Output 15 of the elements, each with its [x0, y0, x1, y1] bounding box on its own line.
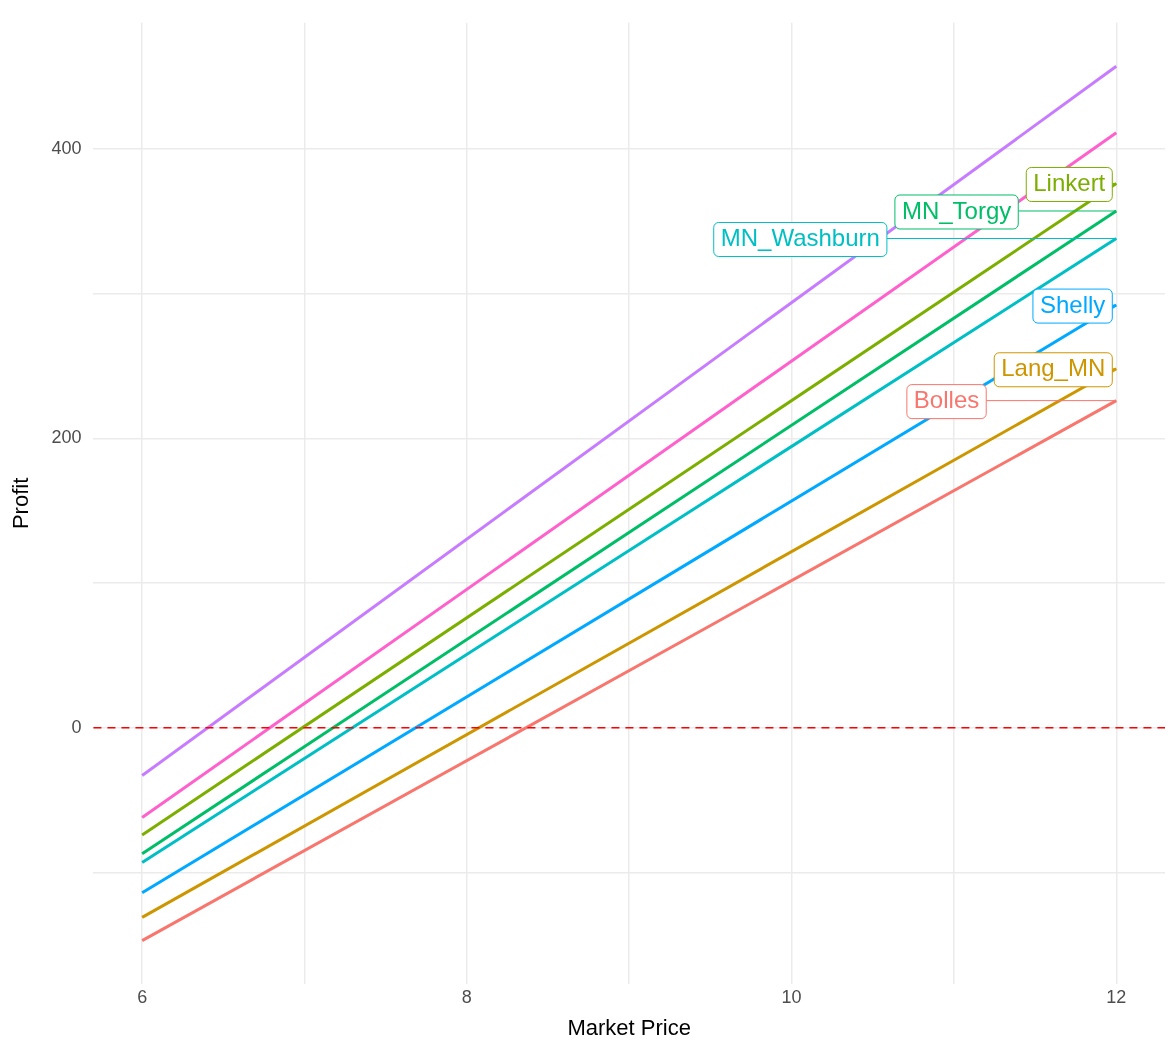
text: Bolles: [913, 386, 980, 414]
y-tick-label: 0: [71, 716, 82, 737]
legend-label: Lang_MN: [1001, 354, 1106, 382]
x-tick-label: 6: [137, 986, 148, 1007]
legend-label: Linkert: [1033, 169, 1106, 197]
x-axis-title: Market Price: [567, 1014, 691, 1040]
x-tick-label: 8: [461, 986, 472, 1007]
legend-label: MN_Torgy: [901, 196, 1012, 224]
text: MN_Washburn: [720, 224, 880, 252]
legend-label: Shelly: [1039, 290, 1106, 318]
y-tick-label: 200: [51, 427, 82, 448]
y-tick-label: 400: [51, 137, 82, 158]
x-tick-label: 10: [781, 986, 802, 1007]
x-tick-label: 12: [1106, 986, 1127, 1007]
y-axis-title: Profit: [8, 477, 34, 530]
